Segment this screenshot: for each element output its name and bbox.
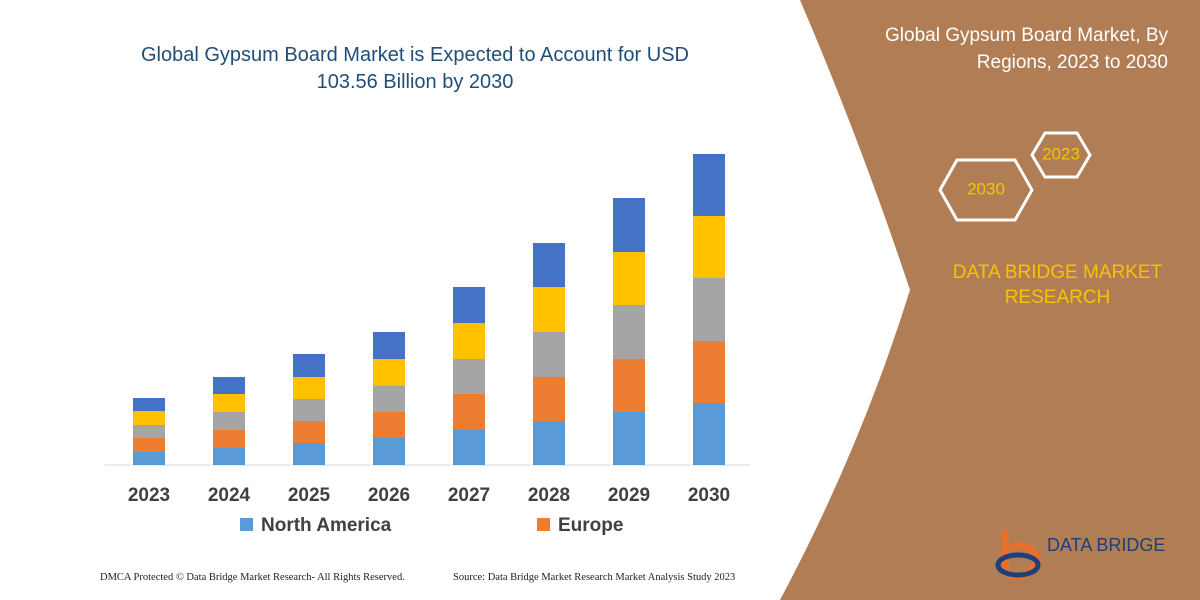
bar-segment xyxy=(453,430,485,465)
hexagon xyxy=(1030,131,1092,179)
bar-segment xyxy=(293,421,325,443)
bar-segment xyxy=(613,305,645,359)
side-title: Global Gypsum Board Market, By Regions, … xyxy=(885,25,1168,73)
bar-segment xyxy=(453,359,485,394)
bar-segment xyxy=(533,243,565,287)
bar-segment xyxy=(373,332,405,359)
legend-swatch xyxy=(240,518,253,531)
bar-segment xyxy=(533,421,565,465)
x-tick-label: 2027 xyxy=(448,485,490,506)
bar-segment xyxy=(373,412,405,438)
x-tick-label: 2024 xyxy=(208,485,251,506)
x-tick-label: 2029 xyxy=(608,485,650,506)
side-panel xyxy=(780,0,1200,600)
bar-segment xyxy=(213,448,245,465)
bar-segment xyxy=(453,287,485,323)
bar-segment xyxy=(133,398,165,411)
bar-segment xyxy=(613,198,645,252)
logo-mark xyxy=(995,552,1041,578)
bar-segment xyxy=(213,394,245,412)
bar-segment xyxy=(613,359,645,412)
bar-segment xyxy=(133,425,165,438)
footer: DMCA Protected © Data Bridge Market Rese… xyxy=(100,572,405,583)
bar-segment xyxy=(533,332,565,377)
bar-segment xyxy=(133,452,165,465)
x-tick-label: 2025 xyxy=(288,485,331,506)
bar-segment xyxy=(293,377,325,399)
x-tick-label: 2026 xyxy=(368,485,410,506)
bar-segment xyxy=(373,386,405,412)
bar-segment xyxy=(213,430,245,448)
footer: Source: Data Bridge Market Research Mark… xyxy=(453,572,736,583)
badge-text: 2030 xyxy=(967,179,1005,198)
bar-segment xyxy=(533,287,565,332)
bar-segment xyxy=(293,399,325,421)
x-tick-label: 2030 xyxy=(688,485,730,506)
badge-text: 2023 xyxy=(1042,144,1080,163)
bar-segment xyxy=(213,412,245,430)
bar-segment xyxy=(693,216,725,278)
legend-label: Europe xyxy=(558,515,623,536)
bar-segment xyxy=(213,377,245,394)
bar-segment xyxy=(453,323,485,359)
bar-segment xyxy=(133,411,165,425)
bar-segment xyxy=(693,154,725,216)
bar-segment xyxy=(373,359,405,386)
bar-segment xyxy=(533,377,565,421)
bar-segment xyxy=(693,403,725,465)
bar-segment xyxy=(613,412,645,465)
x-tick-label: 2023 xyxy=(128,485,170,506)
logo-text: DATA BRIDGE xyxy=(1047,535,1165,555)
bar-segment xyxy=(613,252,645,305)
legend-swatch xyxy=(537,518,550,531)
bar-segment xyxy=(453,394,485,430)
bar-segment xyxy=(293,354,325,377)
hexagon xyxy=(938,158,1034,222)
x-tick-label: 2028 xyxy=(528,485,570,506)
bar-segment xyxy=(293,443,325,465)
bar-segment xyxy=(693,341,725,403)
bar-segment xyxy=(693,278,725,341)
legend-label: North America xyxy=(261,515,392,536)
bar-segment xyxy=(373,438,405,465)
bar-segment xyxy=(133,438,165,452)
brand: DATA BRIDGE MARKET RESEARCH xyxy=(952,262,1163,308)
chart-title: Global Gypsum Board Market is Expected t… xyxy=(140,44,690,93)
